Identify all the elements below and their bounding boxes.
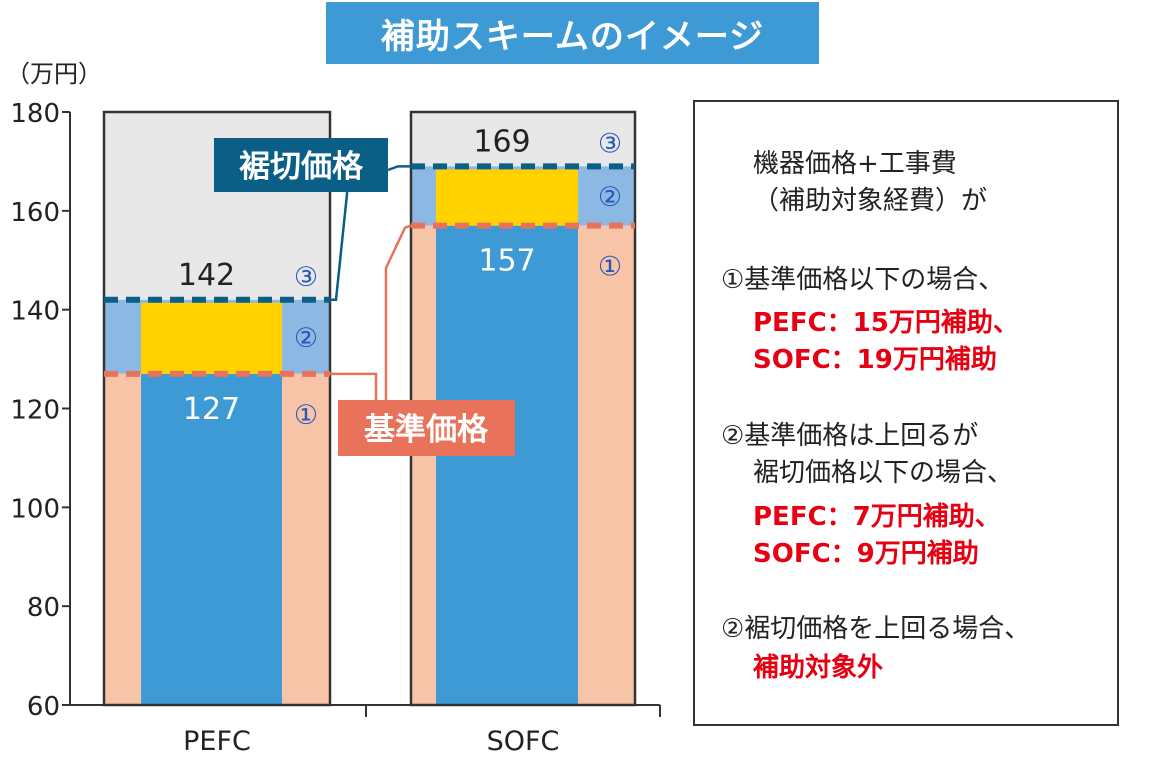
x-category-label: SOFC <box>487 726 560 757</box>
y-tick-label: 180 <box>10 99 60 129</box>
bar-frame <box>102 110 332 707</box>
base-price-label: 127 <box>183 392 240 427</box>
subsidy-band <box>141 302 282 374</box>
y-axis-unit: （万円） <box>6 60 102 88</box>
legend-line2: （補助対象経費）が <box>753 186 988 216</box>
y-tick-label: 140 <box>10 297 60 327</box>
chart-title: 補助スキームのイメージ <box>326 2 819 64</box>
zone2-mark: ② <box>294 323 318 354</box>
cutoff-callout-label: 裾切価格 <box>239 149 364 185</box>
case1-pefc: PEFC：15万円補助、 <box>753 308 1019 338</box>
zone3-fill <box>411 112 635 167</box>
legend-line1: 機器価格+工事費 <box>753 149 957 179</box>
y-tick-label: 60 <box>27 692 60 722</box>
cutoff-leader-right <box>387 165 411 172</box>
base-leader-left <box>330 372 378 400</box>
case2-heading: ②基準価格は上回るが <box>721 421 979 451</box>
cutoff-callout-box <box>214 138 388 192</box>
cutoff-leader-left <box>330 188 349 302</box>
subsidy-band <box>436 169 578 226</box>
bar-chart: 60 80 100 120 140 160 180 （万円） 142 127 ① ② ③ PEFC 169… <box>6 60 661 757</box>
y-tick-label: 100 <box>10 494 60 524</box>
zone3-mark: ③ <box>598 128 622 159</box>
base-callout-box <box>338 400 515 456</box>
base-callout-label: 基準価格 <box>364 412 489 448</box>
base-price-bar <box>436 225 578 706</box>
case3-heading: ②裾切価格を上回る場合、 <box>721 614 1031 644</box>
base-leader-right <box>384 224 412 400</box>
base-price-label: 157 <box>478 244 535 279</box>
y-tick-label: 120 <box>10 396 60 426</box>
case3-result: 補助対象外 <box>753 653 884 683</box>
y-tick-label: 160 <box>10 198 60 228</box>
case2-sofc: SOFC：9万円補助 <box>753 539 979 569</box>
y-tick-label: 80 <box>27 593 60 623</box>
cutoff-price-label: 169 <box>473 124 530 159</box>
case1-sofc: SOFC：19万円補助 <box>753 345 997 375</box>
case1-heading: ①基準価格以下の場合、 <box>721 265 1005 295</box>
zone3-mark: ③ <box>294 262 318 293</box>
x-category-label: PEFC <box>183 726 251 757</box>
case2-subheading: 裾切価格以下の場合、 <box>753 458 1014 488</box>
explanation-box: 機器価格+工事費 （補助対象経費）が ①基準価格以下の場合、 PEFC：15万円… <box>693 100 1119 726</box>
zone2-mark: ② <box>598 182 622 213</box>
zone1-mark: ① <box>598 252 622 283</box>
case2-pefc: PEFC：7万円補助、 <box>753 502 1001 532</box>
zone1-mark: ① <box>294 400 318 431</box>
cutoff-price-label: 142 <box>178 258 235 293</box>
base-price-bar <box>141 373 282 705</box>
